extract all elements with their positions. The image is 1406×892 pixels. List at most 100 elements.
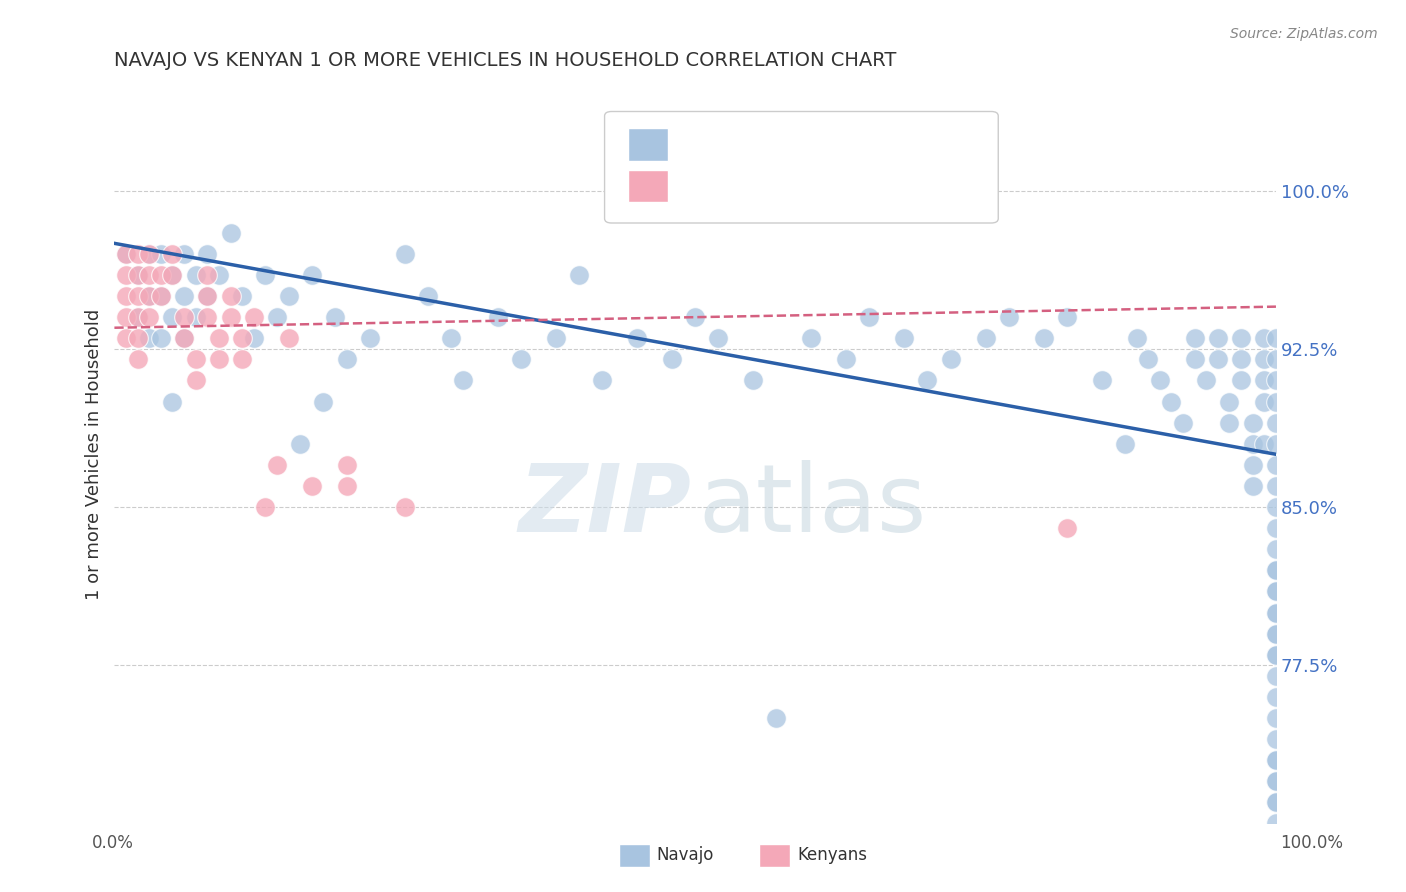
Point [195,310,218,325]
Point [1265,626,1288,640]
Point [149,331,172,345]
Point [115,247,138,261]
Point [939,352,962,367]
Point [195,289,218,303]
Point [1253,394,1275,409]
Point [138,247,160,261]
Point [917,374,939,388]
Point [626,331,648,345]
Point [1253,374,1275,388]
Point [394,247,416,261]
Point [1241,458,1264,472]
Point [1160,394,1182,409]
Point [127,352,149,367]
Point [1230,374,1253,388]
Point [184,374,207,388]
Point [1265,774,1288,789]
Point [1265,394,1288,409]
Point [127,331,149,345]
Point [173,289,195,303]
Point [1241,436,1264,450]
Point [1265,352,1288,367]
Point [1206,352,1229,367]
Point [336,479,359,493]
Point [208,268,231,282]
Point [290,436,312,450]
Point [1265,563,1288,577]
Point [149,289,172,303]
Point [1265,563,1288,577]
Point [254,500,277,514]
Point [127,310,149,325]
Point [254,268,277,282]
Point [127,268,149,282]
Point [1241,479,1264,493]
Point [835,352,858,367]
Point [544,331,567,345]
Point [1218,416,1240,430]
Point [195,268,218,282]
Point [149,268,172,282]
Point [312,394,335,409]
Point [219,289,242,303]
Point [173,310,195,325]
Point [1265,584,1288,599]
Point [1253,352,1275,367]
Point [162,310,184,325]
Text: Source: ZipAtlas.com: Source: ZipAtlas.com [1230,27,1378,41]
Text: N =: N = [825,136,865,153]
Point [266,458,288,472]
Point [683,310,706,325]
Point [195,289,218,303]
Point [173,247,195,261]
Point [323,310,346,325]
Point [127,289,149,303]
Point [138,310,160,325]
Point [1265,669,1288,683]
Text: Kenyans: Kenyans [797,847,868,864]
Point [231,352,253,367]
Point [1265,331,1288,345]
Point [893,331,915,345]
Text: ZIP: ZIP [519,460,692,552]
Text: NAVAJO VS KENYAN 1 OR MORE VEHICLES IN HOUSEHOLD CORRELATION CHART: NAVAJO VS KENYAN 1 OR MORE VEHICLES IN H… [114,51,897,70]
Point [1230,352,1253,367]
Point [1114,436,1136,450]
Point [1265,542,1288,557]
Point [115,268,138,282]
Point [149,247,172,261]
Point [486,310,509,325]
Point [219,226,242,240]
Point [1195,374,1218,388]
Point [661,352,683,367]
Point [138,331,160,345]
Point [1265,796,1288,810]
Point [800,331,823,345]
Point [1230,331,1253,345]
Point [115,247,138,261]
Point [277,331,299,345]
Text: 100.0%: 100.0% [1279,834,1343,852]
Text: atlas: atlas [699,460,927,552]
Point [184,310,207,325]
Point [184,268,207,282]
Point [707,331,730,345]
Point [162,268,184,282]
Text: 41: 41 [873,177,907,196]
Point [219,310,242,325]
Point [162,268,184,282]
Point [266,310,288,325]
Point [115,289,138,303]
Point [568,268,591,282]
Point [997,310,1019,325]
Point [127,268,149,282]
Point [195,247,218,261]
Point [440,331,463,345]
Point [138,268,160,282]
Point [336,458,359,472]
Text: -0.450: -0.450 [727,135,796,154]
Point [115,331,138,345]
Point [765,711,787,725]
Point [1265,584,1288,599]
Point [1241,416,1264,430]
